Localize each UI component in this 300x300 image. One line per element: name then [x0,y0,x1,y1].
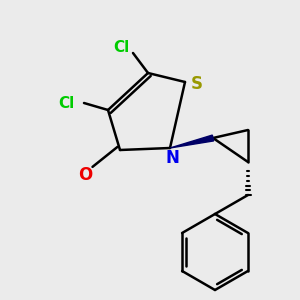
Text: O: O [78,166,92,184]
Text: Cl: Cl [58,95,74,110]
Text: S: S [191,75,203,93]
Text: Cl: Cl [113,40,129,55]
Text: N: N [165,149,179,167]
Polygon shape [170,135,214,148]
